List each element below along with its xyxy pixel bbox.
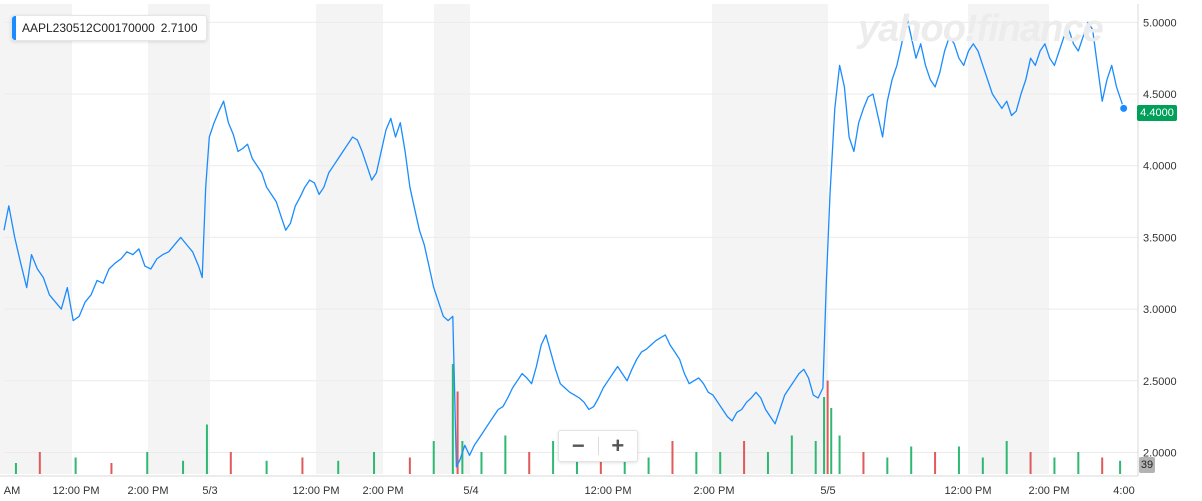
volume-bar xyxy=(38,452,41,474)
y-tick-label: 4.5000 xyxy=(1143,89,1177,101)
volume-bar xyxy=(205,424,208,474)
y-tick-label: 3.0000 xyxy=(1143,304,1177,316)
zoom-divider xyxy=(597,437,599,455)
series-color-swatch xyxy=(12,16,16,40)
volume-bar xyxy=(74,457,77,474)
zoom-in-button[interactable]: + xyxy=(599,431,638,461)
price-line xyxy=(3,14,1125,468)
volume-bar xyxy=(862,452,865,474)
y-tick-label: 2.5000 xyxy=(1143,376,1177,388)
volume-bar xyxy=(957,446,960,474)
volume-bar xyxy=(182,460,185,474)
time-band-0 xyxy=(0,4,72,474)
last-price-tag: 4.4000 xyxy=(1137,105,1177,121)
x-tick-label: AM xyxy=(4,485,21,497)
volume-bar xyxy=(766,452,769,474)
volume-bar xyxy=(695,452,698,474)
x-tick-label: 2:00 PM xyxy=(128,485,169,497)
volume-bar xyxy=(830,408,833,474)
time-band-2 xyxy=(316,4,383,474)
y-tick-label: 2.0000 xyxy=(1143,447,1177,459)
volume-bar xyxy=(456,391,459,474)
volume-bar xyxy=(461,441,464,474)
zoom-out-button[interactable]: − xyxy=(559,431,598,461)
time-band-5 xyxy=(968,4,1049,474)
volume-bar xyxy=(229,452,232,474)
x-tick-label: 12:00 PM xyxy=(944,485,991,497)
x-tick-label: 5/4 xyxy=(463,485,478,497)
volume-bar xyxy=(480,452,483,474)
volume-bar xyxy=(408,457,411,474)
volume-bar xyxy=(265,460,268,474)
volume-bar xyxy=(432,441,435,474)
volume-bar xyxy=(373,452,376,474)
volume-bar xyxy=(451,364,454,474)
volume-bar xyxy=(743,441,746,474)
volume-bar xyxy=(552,441,555,474)
volume-bar xyxy=(337,460,340,474)
y-tick-label: 3.5000 xyxy=(1143,232,1177,244)
volume-bar xyxy=(886,457,889,474)
series-legend[interactable]: AAPL230512C00170000 2.7100 xyxy=(11,15,207,41)
volume-bar xyxy=(838,435,841,474)
volume-bar xyxy=(934,452,937,474)
volume-bar xyxy=(671,441,674,474)
volume-bar xyxy=(1077,452,1080,474)
last-price-marker xyxy=(1119,103,1129,113)
zoom-control: − + xyxy=(558,430,638,462)
volume-bar xyxy=(910,446,913,474)
minus-icon: − xyxy=(571,433,585,458)
x-tick-label: 12:00 PM xyxy=(292,485,339,497)
volume-bar xyxy=(814,441,817,474)
plus-icon: + xyxy=(611,433,625,458)
legend-value: 2.7100 xyxy=(160,21,198,35)
volume-bar xyxy=(504,435,507,474)
volume-bar xyxy=(823,397,826,474)
legend-symbol: AAPL230512C00170000 xyxy=(22,21,155,35)
volume-bar xyxy=(528,452,531,474)
volume-bar xyxy=(719,452,722,474)
volume-bar xyxy=(790,435,793,474)
x-tick-label: 2:00 PM xyxy=(363,485,404,497)
y-tick-label: 5.0000 xyxy=(1143,17,1177,29)
volume-bar xyxy=(1005,441,1008,474)
volume-bar xyxy=(1101,457,1104,474)
x-tick-label: 12:00 PM xyxy=(52,485,99,497)
volume-bar xyxy=(575,457,578,474)
volume-bar xyxy=(826,380,829,474)
y-tick-label: 4.0000 xyxy=(1143,161,1177,173)
x-tick-label: 12:00 PM xyxy=(584,485,631,497)
x-tick-label: 4:00 xyxy=(1113,485,1134,497)
volume-tag: 39 xyxy=(1139,457,1155,473)
x-tick-label: 2:00 PM xyxy=(1029,485,1070,497)
volume-bar xyxy=(1053,457,1056,474)
volume-bar xyxy=(1119,460,1122,474)
volume-bar xyxy=(110,463,113,474)
volume-bar xyxy=(647,457,650,474)
volume-bar xyxy=(14,463,17,474)
volume-bar xyxy=(623,452,626,474)
volume-bar xyxy=(146,452,149,474)
yahoo-finance-watermark: yahoo!finance xyxy=(858,8,1104,50)
x-tick-label: 2:00 PM xyxy=(694,485,735,497)
x-tick-label: 5/5 xyxy=(820,485,835,497)
x-tick-label: 5/3 xyxy=(202,485,217,497)
volume-bar xyxy=(981,457,984,474)
volume-bar xyxy=(301,457,304,474)
volume-bar xyxy=(1029,452,1032,474)
time-band-4 xyxy=(712,4,828,474)
